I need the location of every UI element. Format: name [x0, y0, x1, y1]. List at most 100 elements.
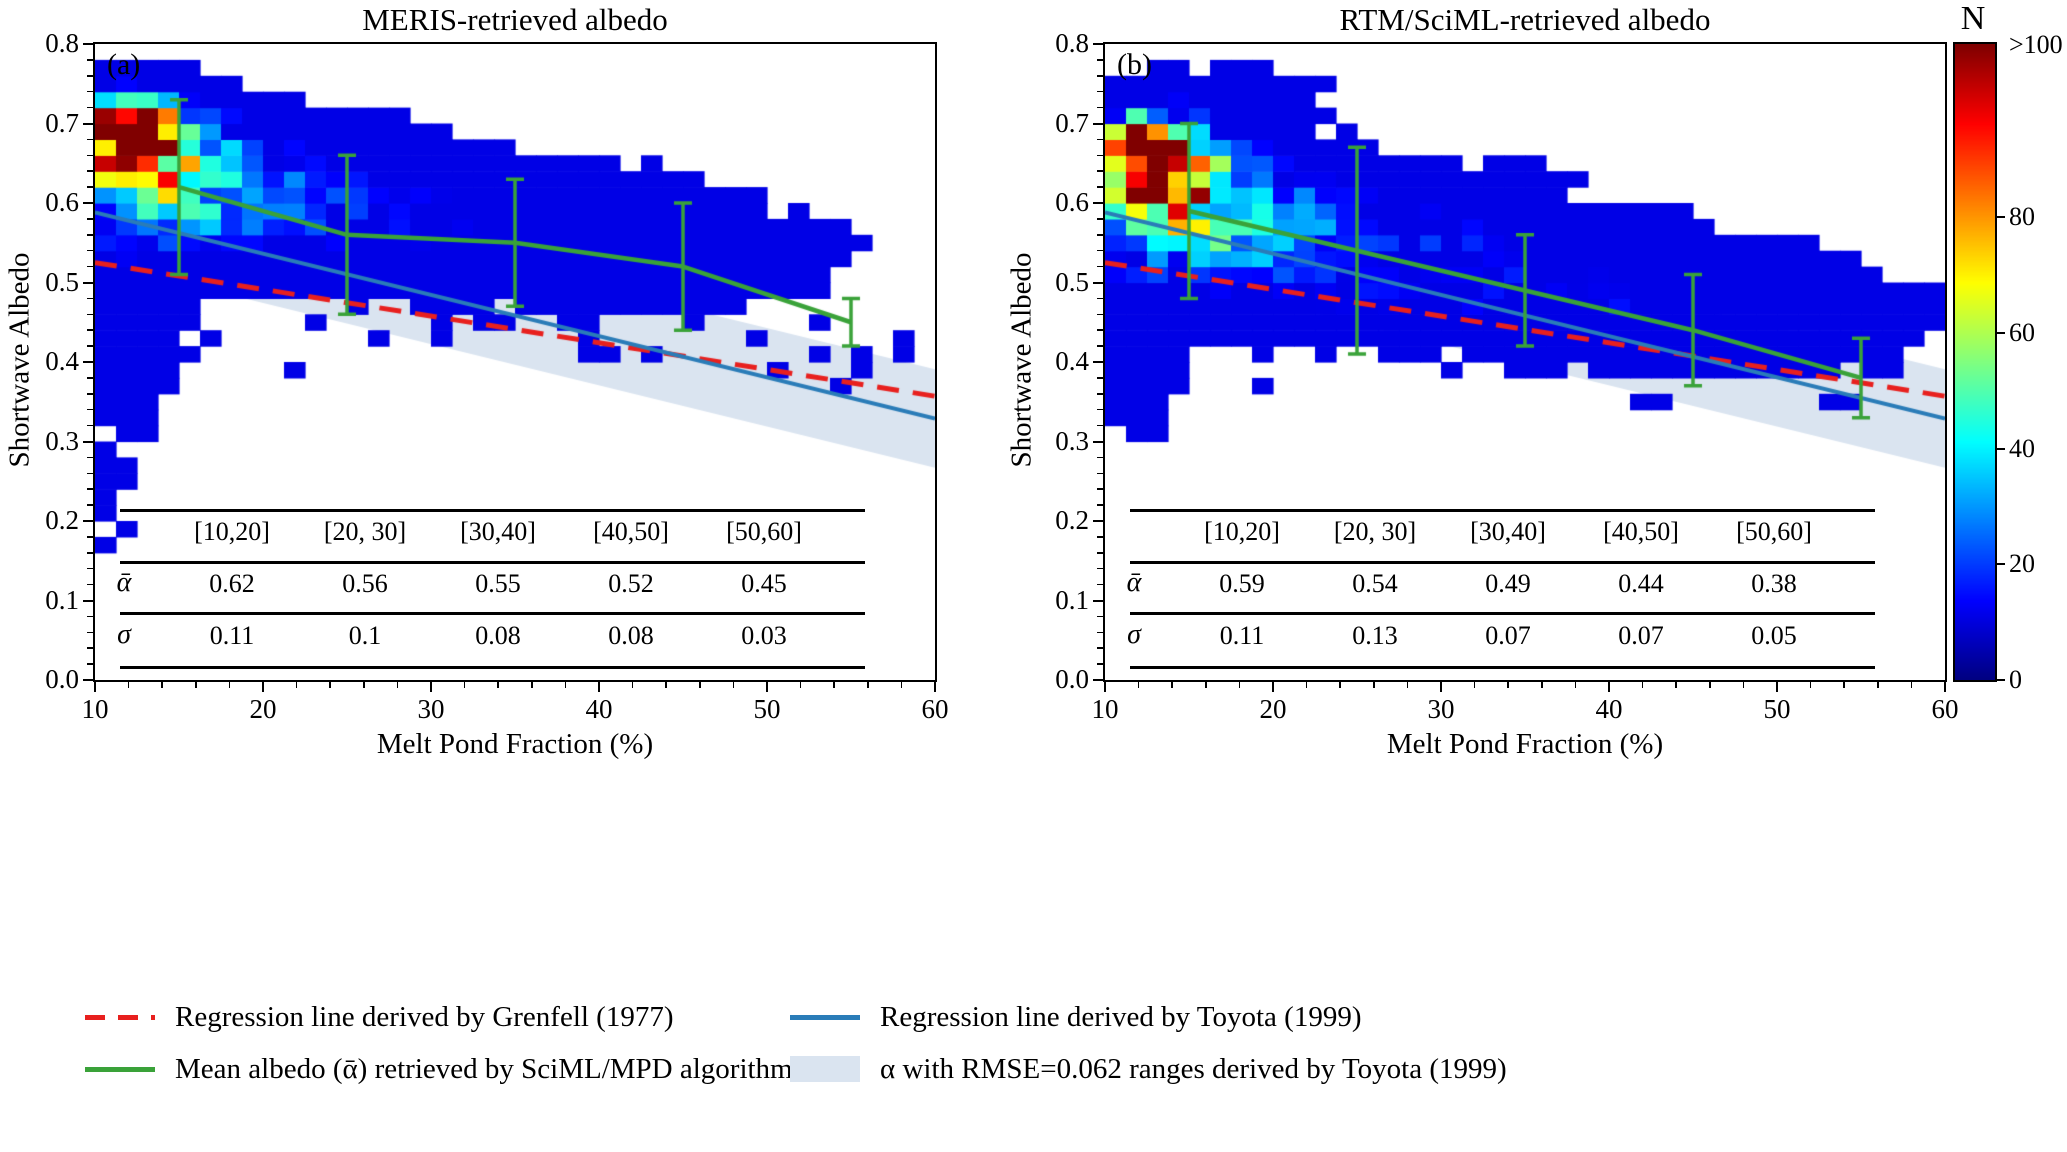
tick-mark — [87, 329, 93, 331]
table-value: 0.55 — [475, 569, 521, 598]
legend-label: Mean albedo (ᾱ) retrieved by SciML/MPD a… — [175, 1052, 793, 1085]
panel-b-heatmap-canvas — [1105, 44, 1945, 680]
tick-mark — [87, 106, 93, 109]
table-value: 0.56 — [342, 569, 388, 598]
tick-mark — [1097, 297, 1103, 300]
tick-mark — [1097, 345, 1103, 347]
table-value: 0.38 — [1751, 569, 1797, 598]
y-tick-label: 0.0 — [45, 664, 79, 694]
tick-mark — [1097, 313, 1103, 316]
colorbar-top-label: >100 — [2009, 30, 2063, 59]
tick-mark — [1097, 663, 1103, 665]
table-col-header: [50,60] — [726, 517, 802, 546]
line-swatch — [790, 1014, 860, 1020]
panel-a-title: MERIS-retrieved albedo — [362, 2, 668, 37]
y-tick-label: 0.2 — [45, 505, 79, 535]
table-value: 0.45 — [741, 569, 787, 598]
table-col-header: [10,20] — [1204, 517, 1280, 546]
tick-mark — [262, 682, 264, 692]
tick-mark — [1097, 329, 1103, 331]
y-tick-label: 0.7 — [1055, 107, 1089, 138]
tick-mark — [87, 90, 93, 93]
colorbar-title: N — [1960, 0, 1986, 37]
colorbar: 0 20 40 60 80 >100 — [1953, 30, 2063, 694]
tick-mark — [1104, 682, 1106, 692]
x-tick-label: 20 — [1259, 694, 1287, 724]
table-value: 0.52 — [608, 569, 654, 598]
tick-mark — [732, 682, 735, 688]
panel-b-xlabel: Melt Pond Fraction (%) — [1386, 728, 1664, 760]
tick-mark — [1339, 682, 1341, 688]
x-tick-label: 50 — [753, 694, 781, 724]
tick-mark — [87, 138, 93, 141]
table-col-header: [40,50] — [1603, 517, 1679, 546]
tick-mark — [598, 682, 600, 692]
tick-mark — [83, 520, 93, 522]
tick-mark — [900, 682, 903, 688]
tick-mark — [87, 631, 93, 634]
table-value: 0.11 — [1219, 621, 1265, 650]
panel-a-plot: (a) [10,20] [20, 30] [30,40] [40,50] [50… — [45, 28, 948, 724]
tick-mark — [1305, 682, 1308, 688]
colorbar-tick-label: 40 — [2009, 433, 2035, 463]
tick-mark — [1776, 682, 1778, 692]
tick-mark — [1093, 43, 1103, 45]
x-tick-label: 60 — [921, 694, 949, 724]
tick-mark — [463, 682, 466, 688]
tick-mark — [1097, 218, 1103, 220]
tick-mark — [1093, 440, 1103, 443]
tick-mark — [1641, 682, 1644, 688]
tick-mark — [87, 154, 93, 157]
tick-mark — [631, 682, 634, 688]
tick-mark — [87, 313, 93, 316]
colorbar-tick-label: 0 — [2009, 665, 2022, 694]
x-tick-label: 30 — [417, 694, 445, 724]
table-rule — [1130, 666, 1875, 669]
panel-a-letter: (a) — [107, 48, 141, 81]
legend-label: α with RMSE=0.062 ranges derived by Toyo… — [880, 1052, 1507, 1085]
tick-mark — [1097, 488, 1103, 490]
y-tick-label: 0.7 — [45, 107, 79, 138]
tick-mark — [430, 682, 432, 692]
tick-mark — [87, 472, 93, 475]
tick-mark — [1843, 682, 1845, 688]
tick-mark — [699, 682, 701, 688]
tick-mark — [1093, 599, 1103, 602]
table-row-symbol: ᾱ — [116, 567, 132, 598]
tick-mark — [195, 682, 197, 688]
tick-mark — [833, 682, 835, 688]
colorbar-tick-label: 80 — [2009, 202, 2035, 232]
tick-mark — [1097, 552, 1103, 554]
tick-mark — [1097, 170, 1103, 172]
table-value: 0.1 — [348, 621, 382, 650]
table-row-symbol: σ — [1127, 619, 1141, 650]
y-tick-label: 0.0 — [1055, 664, 1089, 694]
y-tick-label: 0.6 — [45, 187, 79, 217]
tick-mark — [1205, 682, 1207, 688]
tick-mark — [94, 682, 96, 692]
panel-b-plot: (b) [10,20] [20, 30] [30,40] [40,50] [50… — [1055, 28, 1958, 724]
table-col-header: [40,50] — [593, 517, 669, 546]
tick-mark — [799, 682, 802, 688]
x-tick-label: 60 — [1931, 694, 1959, 724]
tick-mark — [87, 377, 93, 379]
tick-mark — [1097, 504, 1103, 506]
y-tick-label: 0.8 — [45, 28, 79, 58]
tick-mark — [1097, 106, 1103, 109]
table-value: 0.59 — [1219, 569, 1265, 598]
tick-mark — [329, 682, 331, 688]
tick-mark — [87, 647, 93, 649]
tick-mark — [1097, 615, 1103, 618]
tick-mark — [87, 552, 93, 554]
tick-mark — [87, 456, 93, 459]
y-tick-label: 0.3 — [45, 425, 79, 456]
tick-mark — [1910, 682, 1913, 688]
tick-mark — [1097, 647, 1103, 649]
tick-mark — [87, 408, 93, 411]
table-col-header: [50,60] — [1736, 517, 1812, 546]
tick-mark — [87, 567, 93, 570]
table-col-header: [30,40] — [460, 517, 536, 546]
x-tick-label: 40 — [1595, 694, 1623, 724]
tick-mark — [87, 170, 93, 172]
